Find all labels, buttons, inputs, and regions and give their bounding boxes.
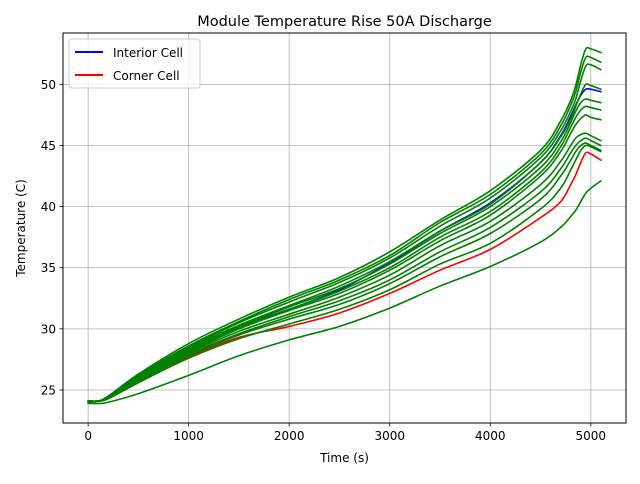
- series-line-cell-1: [87, 46, 602, 403]
- y-tick-label: 30: [41, 322, 56, 336]
- series-line-cell-12: [87, 180, 602, 405]
- legend: Interior Cell Corner Cell: [68, 38, 201, 89]
- series-line-cell-11: [87, 144, 602, 404]
- series-line-cell-2: [87, 55, 602, 403]
- series-line-cell-10: [87, 142, 602, 404]
- y-tick-label: 35: [41, 261, 56, 275]
- plot-area: [63, 33, 626, 423]
- series-line-cell-3: [87, 63, 602, 403]
- y-tick-label: 45: [41, 139, 56, 153]
- x-axis-label: Time (s): [319, 451, 369, 465]
- chart-title: Module Temperature Rise 50A Discharge: [197, 14, 492, 30]
- legend-label-corner-cell: Corner Cell: [113, 69, 180, 83]
- axis-ticks: 0 1000 2000 3000 4000 5000 25 30 35 40 45 50: [41, 78, 606, 443]
- legend-label-interior-cell: Interior Cell: [113, 46, 183, 60]
- plot-frame: [62, 32, 627, 424]
- series-line-cell-8: [87, 132, 602, 404]
- x-tick-label: 4000: [475, 429, 506, 443]
- x-tick-label: 1000: [173, 429, 204, 443]
- x-tick-label: 2000: [274, 429, 305, 443]
- x-tick-label: 3000: [374, 429, 405, 443]
- series-line-cell-7: [87, 114, 602, 403]
- series-lines: [87, 46, 602, 405]
- x-tick-label: 5000: [576, 429, 607, 443]
- y-tick-label: 50: [41, 78, 56, 92]
- x-tick-label: 0: [84, 429, 92, 443]
- y-tick-label: 25: [41, 383, 56, 397]
- y-tick-label: 40: [41, 200, 56, 214]
- series-line-cell-5: [87, 98, 602, 403]
- y-axis-label: Temperature (C): [14, 179, 28, 278]
